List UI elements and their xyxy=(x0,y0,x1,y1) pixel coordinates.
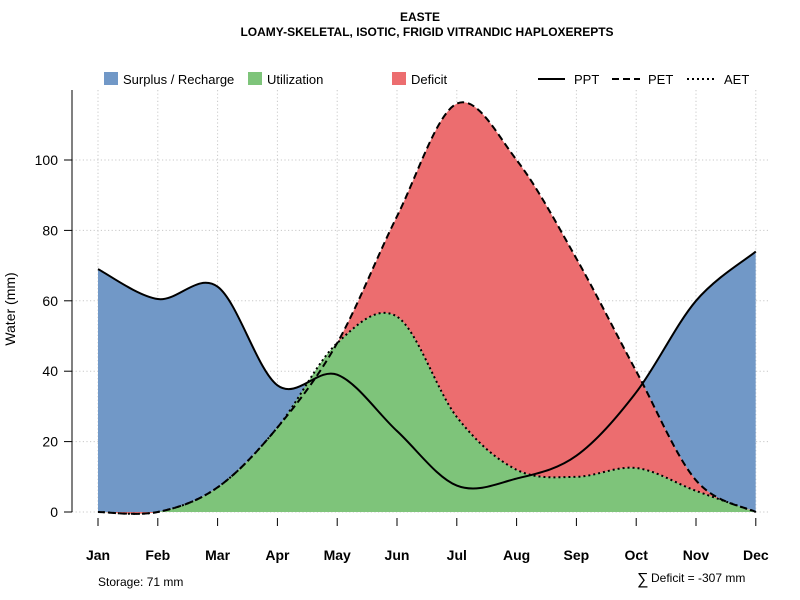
y-tick-label: 100 xyxy=(35,152,59,168)
legend-label-surplus: Surplus / Recharge xyxy=(123,72,234,87)
area-utilization xyxy=(98,312,756,514)
legend: Surplus / Recharge Utilization Deficit P… xyxy=(104,72,749,87)
legend-swatch-surplus xyxy=(104,72,118,85)
x-tick-label-apr: Apr xyxy=(265,547,290,563)
storage-label: Storage: 71 mm xyxy=(98,575,183,589)
series-line-pet xyxy=(97,101,757,515)
y-axis-label: Water (mm) xyxy=(2,272,18,345)
legend-label-aet: AET xyxy=(724,72,749,87)
x-tick-label-oct: Oct xyxy=(625,547,649,563)
y-tick-label: 40 xyxy=(42,363,58,379)
y-tick-label: 0 xyxy=(50,504,58,520)
y-axis-ticks: 0 20 40 60 80 100 xyxy=(35,152,72,520)
deficit-total-label: Deficit = -307 mm xyxy=(651,571,745,585)
x-axis-ticks: Jan Feb Mar Apr May Jun Jul Aug Sep Oct Nov Dec xyxy=(86,518,769,563)
chart-title: EASTE xyxy=(400,10,440,24)
x-tick-label-jan: Jan xyxy=(86,547,110,563)
y-tick-label: 60 xyxy=(42,293,58,309)
series-line-aet xyxy=(97,311,757,515)
x-tick-label-nov: Nov xyxy=(683,547,710,563)
legend-swatch-utilization xyxy=(248,72,262,85)
chart-subtitle: LOAMY-SKELETAL, ISOTIC, FRIGID VITRANDIC… xyxy=(240,25,613,39)
x-tick-label-jul: Jul xyxy=(447,547,467,563)
legend-label-ppt: PPT xyxy=(574,72,599,87)
x-tick-label-dec: Dec xyxy=(743,547,769,563)
x-tick-label-sep: Sep xyxy=(564,547,590,563)
x-tick-label-mar: Mar xyxy=(205,547,230,563)
legend-swatch-deficit xyxy=(392,72,406,85)
legend-label-deficit: Deficit xyxy=(411,72,448,87)
x-tick-label-jun: Jun xyxy=(385,547,410,563)
x-tick-label-may: May xyxy=(324,547,351,563)
series-lines xyxy=(97,101,757,515)
area-regions xyxy=(98,102,756,514)
y-tick-label: 20 xyxy=(42,434,58,450)
deficit-sum-icon: ∑ xyxy=(637,571,648,588)
x-tick-label-feb: Feb xyxy=(145,547,170,563)
series-line-ppt xyxy=(97,250,757,490)
y-tick-label: 80 xyxy=(42,222,58,238)
area-deficit xyxy=(98,102,756,514)
x-tick-label-aug: Aug xyxy=(503,547,530,563)
legend-label-pet: PET xyxy=(648,72,673,87)
legend-label-utilization: Utilization xyxy=(267,72,323,87)
